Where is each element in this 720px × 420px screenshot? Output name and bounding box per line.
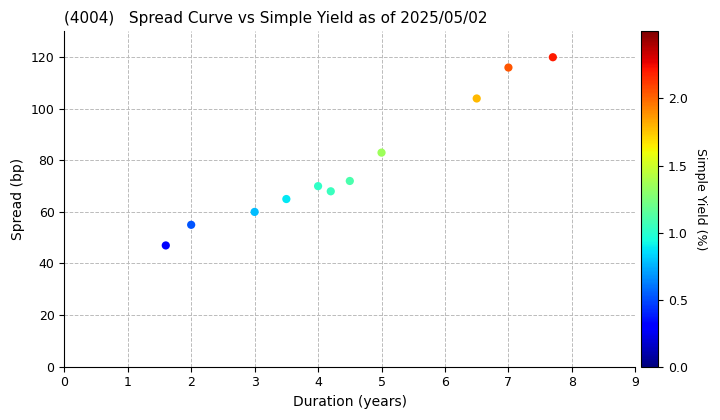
Point (249, 209, 261, 215)
Text: (4004)   Spread Curve vs Simple Yield as of 2025/05/02: (4004) Spread Curve vs Simple Yield as o… (64, 11, 487, 26)
Point (471, 95, 482, 102)
Point (547, 54, 559, 60)
Y-axis label: Simple Yield (%): Simple Yield (%) (694, 148, 707, 250)
Point (325, 188, 336, 194)
Point (186, 221, 197, 228)
Point (503, 64, 514, 71)
Point (344, 178, 356, 184)
Point (281, 196, 292, 202)
Point (312, 183, 324, 189)
Y-axis label: Spread (bp): Spread (bp) (11, 158, 25, 240)
Point (160, 242, 171, 249)
Point (376, 149, 387, 156)
X-axis label: Duration (years): Duration (years) (293, 395, 407, 409)
